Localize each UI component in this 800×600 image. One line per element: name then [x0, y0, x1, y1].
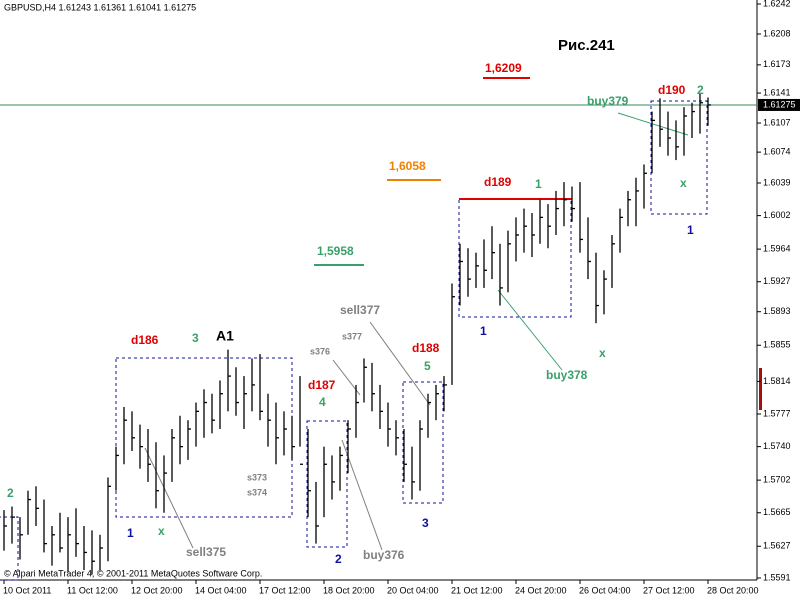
y-tick-label: 1.5740	[763, 441, 791, 451]
annotation: 2	[7, 486, 14, 500]
price-label: 1.61275	[763, 99, 796, 109]
connector	[497, 289, 563, 371]
annotation: d190	[658, 83, 686, 97]
annotation: 1	[480, 324, 487, 338]
annotation: x	[599, 346, 606, 360]
connector	[341, 439, 383, 551]
header: GBPUSD,H4 1.61243 1.61361 1.61041 1.6127…	[4, 2, 196, 12]
annotation: 1,6209	[485, 61, 522, 75]
annotation: 4	[319, 395, 326, 409]
annotation: s373	[247, 472, 267, 482]
x-tick-label: 17 Oct 12:00	[259, 585, 311, 595]
x-tick-label: 12 Oct 20:00	[131, 585, 183, 595]
x-tick-label: 18 Oct 20:00	[323, 585, 375, 595]
connector	[144, 447, 194, 549]
y-tick-label: 1.5893	[763, 306, 791, 316]
connector	[369, 321, 431, 406]
annotation: 1	[687, 223, 694, 237]
y-tick-label: 1.5814	[763, 376, 791, 386]
annotation: sell375	[186, 545, 226, 559]
annotation: 1	[127, 526, 134, 540]
annotation: 1	[535, 177, 542, 191]
price-label-bg	[758, 98, 800, 111]
y-tick-label: 1.5627	[763, 541, 791, 551]
y-tick-label: 1.6141	[763, 87, 791, 97]
annotation: 3	[192, 331, 199, 345]
wave-box	[402, 381, 444, 504]
annotation: s376	[310, 346, 330, 356]
x-tick-label: 24 Oct 20:00	[515, 585, 567, 595]
y-tick-label: 1.5964	[763, 243, 791, 253]
x-tick-label: 11 Oct 12:00	[67, 585, 118, 595]
wave-box	[0, 516, 19, 581]
annotation: 1,6058	[389, 159, 426, 173]
axis-marker	[759, 368, 762, 410]
annotation: d187	[308, 378, 336, 392]
x-tick-label: 27 Oct 12:00	[643, 585, 695, 595]
annotation: A1	[216, 328, 234, 344]
y-tick-label: 1.6074	[763, 147, 791, 157]
annotation: x	[680, 176, 687, 190]
annotation: Рис.241	[558, 37, 615, 54]
annotation: 5	[424, 359, 431, 373]
annotation: buy378	[546, 368, 588, 382]
annotation: d188	[412, 341, 440, 355]
wave-box	[306, 420, 348, 548]
x-tick-label: 20 Oct 04:00	[387, 585, 439, 595]
annotation: sell377	[340, 303, 380, 317]
annotation: s377	[342, 331, 362, 341]
annotation: 2	[697, 83, 704, 97]
annotation: 1,5958	[317, 244, 354, 258]
x-tick-label: 21 Oct 12:00	[451, 585, 503, 595]
annotation: buy379	[587, 94, 629, 108]
y-tick-label: 1.6208	[763, 28, 791, 38]
x-tick-label: 14 Oct 04:00	[195, 585, 247, 595]
y-tick-label: 1.5777	[763, 408, 791, 418]
y-tick-label: 1.5855	[763, 340, 791, 350]
annotation: d189	[484, 175, 512, 189]
x-tick-label: 28 Oct 20:00	[707, 585, 759, 595]
y-tick-label: 1.6002	[763, 210, 791, 220]
x-tick-label: 10 Oct 2011	[3, 585, 51, 595]
annotation: s374	[247, 487, 267, 497]
y-tick-label: 1.5591	[763, 572, 791, 582]
annotation: x	[158, 524, 165, 538]
y-tick-label: 1.5665	[763, 507, 791, 517]
x-tick-label: 26 Oct 04:00	[579, 585, 631, 595]
y-tick-label: 1.6242	[763, 0, 791, 8]
y-tick-label: 1.6039	[763, 177, 791, 187]
y-tick-label: 1.5702	[763, 475, 791, 485]
wave-box	[115, 357, 293, 518]
annotation: d186	[131, 333, 159, 347]
annotation: 2	[335, 552, 342, 566]
y-tick-label: 1.5927	[763, 276, 791, 286]
annotation: buy376	[363, 548, 405, 562]
y-tick-label: 1.6107	[763, 117, 791, 127]
y-tick-label: 1.6173	[763, 59, 791, 69]
footer: © Alpari MetaTrader 4, © 2001-2011 MetaQ…	[4, 568, 262, 578]
annotation: 3	[422, 516, 429, 530]
